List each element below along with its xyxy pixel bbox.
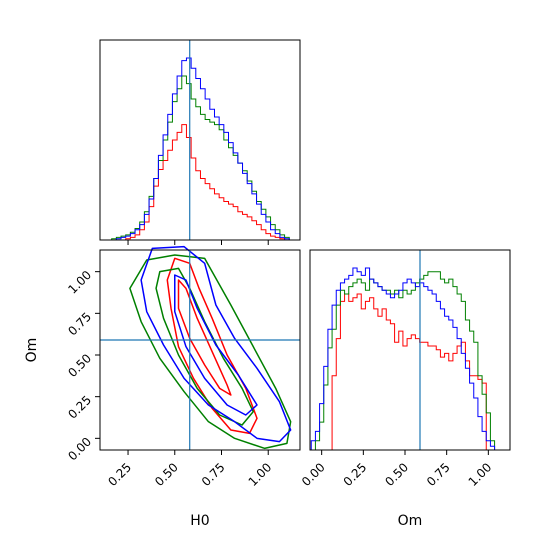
contour-x-ticks: 0.25 0.50 0.75 1.00 bbox=[105, 450, 274, 489]
h0-tick-label: 0.50 bbox=[152, 460, 181, 489]
om-y-tick-label: 0.75 bbox=[65, 310, 94, 339]
om-hist-x-ticks: 0.00 0.25 0.50 0.75 1.00 bbox=[299, 450, 494, 489]
om-tick-label: 0.50 bbox=[382, 460, 411, 489]
h0-tick-label: 1.00 bbox=[246, 460, 275, 489]
h0-tick-label: 0.75 bbox=[199, 460, 228, 489]
om-hist-panel: 0.00 0.25 0.50 0.75 1.00 Om bbox=[299, 249, 511, 529]
x-axis-label-h0: H0 bbox=[190, 513, 209, 529]
h0-hist-panel bbox=[99, 39, 301, 245]
h0-tick-label: 0.25 bbox=[105, 460, 134, 489]
om-tick-label: 0.75 bbox=[424, 460, 453, 489]
contour-panel: 0.25 0.50 0.75 1.00 0.00 0.25 0.50 0.75 1.00 H0… bbox=[24, 245, 301, 529]
om-hist-red bbox=[311, 293, 508, 451]
x-axis-label-om: Om bbox=[398, 513, 423, 529]
om-tick-label: 1.00 bbox=[466, 460, 495, 489]
om-hist-frame bbox=[309, 249, 511, 451]
om-y-tick-label: 0.50 bbox=[65, 351, 94, 380]
contour-frame bbox=[99, 249, 301, 451]
om-y-tick-label: 0.25 bbox=[65, 393, 94, 422]
y-axis-label-om: Om bbox=[24, 338, 40, 363]
contour-y-ticks: 0.00 0.25 0.50 0.75 1.00 bbox=[65, 268, 100, 463]
contour-blue-0 bbox=[140, 245, 292, 443]
om-tick-label: 0.00 bbox=[299, 460, 328, 489]
om-hist-blue bbox=[310, 267, 508, 451]
om-hist-green bbox=[311, 271, 508, 451]
h0-hist-blue bbox=[107, 57, 294, 241]
om-y-tick-label: 0.00 bbox=[65, 435, 94, 464]
h0-hist-frame bbox=[99, 39, 301, 241]
om-tick-label: 0.25 bbox=[341, 460, 370, 489]
contour-blue-1 bbox=[174, 274, 258, 416]
contour-red-1 bbox=[177, 279, 232, 396]
h0-hist-red bbox=[107, 124, 294, 241]
h0-hist-x-ticks bbox=[127, 240, 269, 245]
om-y-tick-label: 1.00 bbox=[65, 268, 94, 297]
